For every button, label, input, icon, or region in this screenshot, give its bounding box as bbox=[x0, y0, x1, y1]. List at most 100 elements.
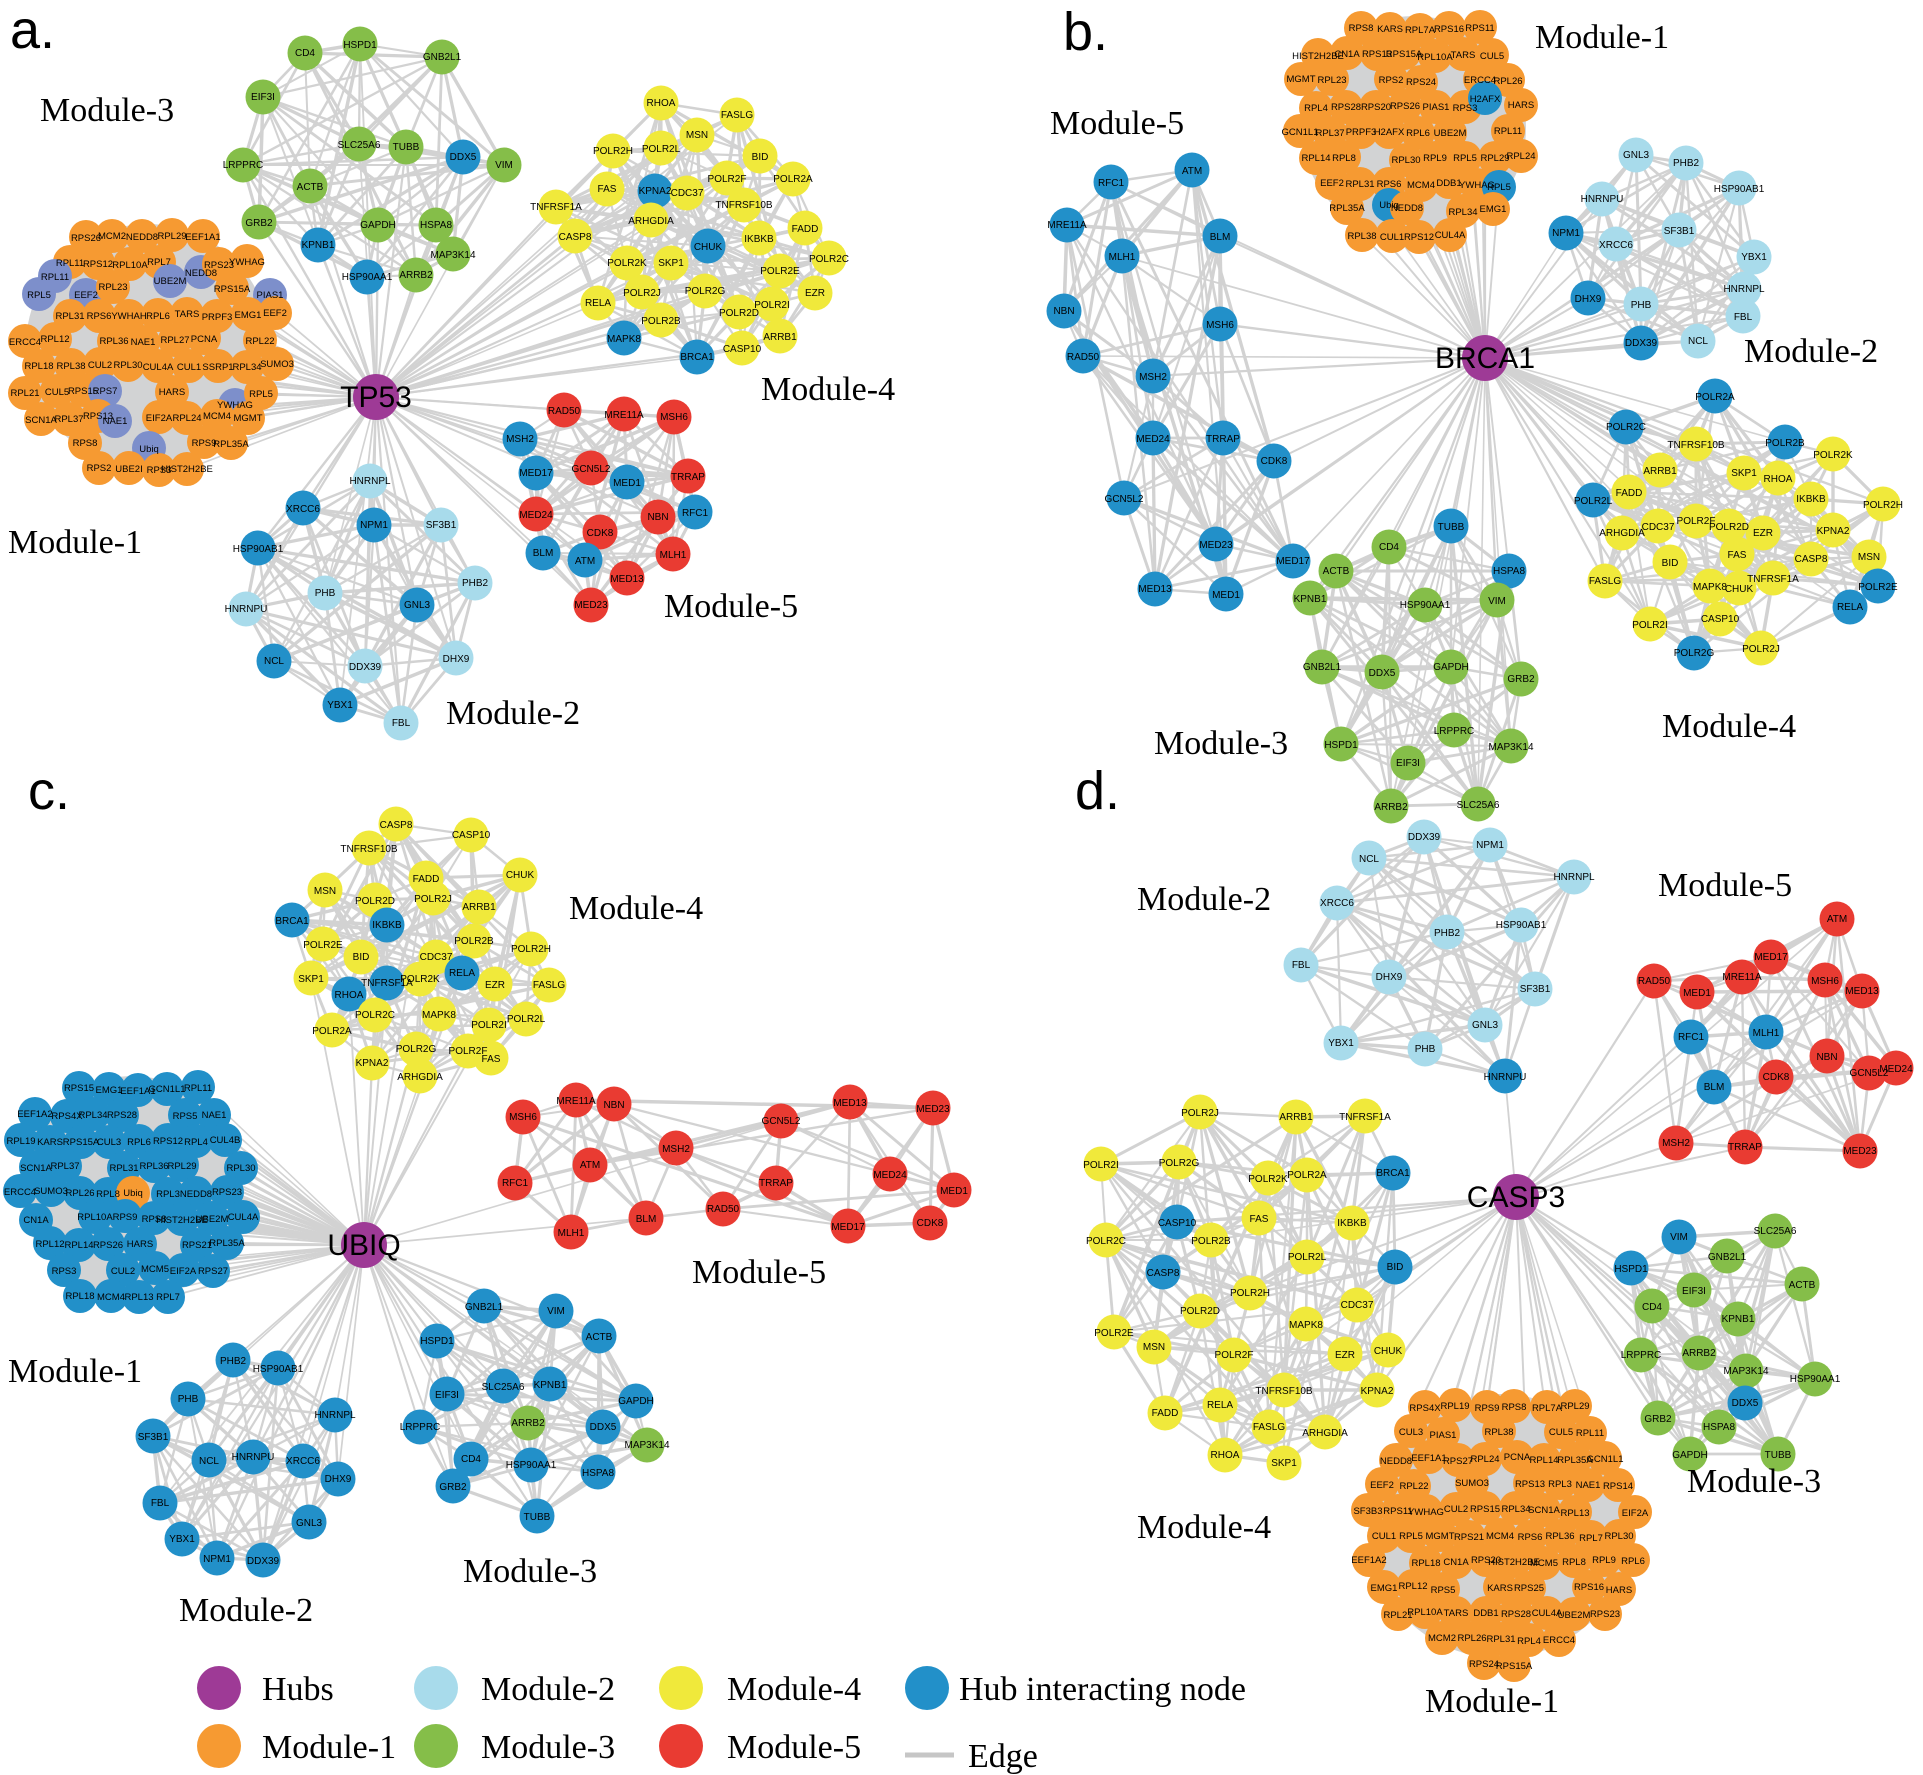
svg-text:SCN1A: SCN1A bbox=[20, 1163, 52, 1174]
svg-text:CUL4A: CUL4A bbox=[228, 1212, 259, 1223]
svg-text:MAPK8: MAPK8 bbox=[607, 334, 641, 345]
svg-text:GAPDH: GAPDH bbox=[618, 1396, 654, 1407]
svg-text:RPL4: RPL4 bbox=[1304, 103, 1328, 114]
svg-text:ARRB2: ARRB2 bbox=[1682, 1348, 1716, 1359]
svg-text:CUL3: CUL3 bbox=[97, 1137, 121, 1148]
svg-text:MED23: MED23 bbox=[574, 600, 608, 611]
svg-text:KARS: KARS bbox=[37, 1137, 63, 1148]
svg-text:CD4: CD4 bbox=[461, 1454, 481, 1465]
svg-text:Module-4: Module-4 bbox=[1137, 1509, 1271, 1546]
svg-text:RPL10A: RPL10A bbox=[1407, 1607, 1443, 1618]
svg-text:ARRB2: ARRB2 bbox=[399, 270, 433, 281]
svg-text:RPL34: RPL34 bbox=[232, 362, 261, 373]
svg-text:RPL37: RPL37 bbox=[1315, 128, 1344, 139]
svg-text:CUL3: CUL3 bbox=[1399, 1427, 1423, 1438]
svg-text:MSN: MSN bbox=[314, 886, 336, 897]
svg-text:TP53: TP53 bbox=[340, 381, 412, 414]
svg-text:CDC37: CDC37 bbox=[1642, 522, 1675, 533]
svg-text:Module-4: Module-4 bbox=[1662, 708, 1796, 745]
svg-text:CDK8: CDK8 bbox=[1763, 1072, 1790, 1083]
svg-text:MRE11A: MRE11A bbox=[604, 410, 644, 421]
svg-text:HSP90AA1: HSP90AA1 bbox=[1790, 1374, 1841, 1385]
svg-text:GNB2L1: GNB2L1 bbox=[1303, 662, 1342, 673]
svg-text:POLR2I: POLR2I bbox=[1083, 1160, 1119, 1171]
svg-text:RFC1: RFC1 bbox=[1098, 178, 1125, 189]
svg-text:CN1A: CN1A bbox=[23, 1215, 49, 1226]
svg-text:HNRNPL: HNRNPL bbox=[314, 1410, 356, 1421]
svg-text:RPS8: RPS8 bbox=[142, 1214, 167, 1225]
svg-text:HARS: HARS bbox=[1508, 100, 1534, 111]
svg-text:EEF2: EEF2 bbox=[74, 290, 98, 301]
svg-text:d.: d. bbox=[1075, 761, 1120, 821]
svg-text:MSN: MSN bbox=[686, 130, 708, 141]
svg-text:POLR2A: POLR2A bbox=[773, 174, 813, 185]
svg-text:SKP1: SKP1 bbox=[1271, 1458, 1297, 1469]
svg-text:PCNA: PCNA bbox=[191, 334, 218, 345]
svg-text:HNRNPU: HNRNPU bbox=[1581, 194, 1624, 205]
svg-text:GAPDH: GAPDH bbox=[1672, 1450, 1708, 1461]
svg-text:UBE2M: UBE2M bbox=[154, 276, 187, 287]
svg-text:RAD50: RAD50 bbox=[548, 406, 581, 417]
svg-text:POLR2K: POLR2K bbox=[1813, 450, 1853, 461]
svg-text:RPL30: RPL30 bbox=[1391, 155, 1420, 166]
svg-text:POLR2C: POLR2C bbox=[355, 1010, 395, 1021]
svg-text:GRB2: GRB2 bbox=[1644, 1414, 1672, 1425]
svg-text:YWHAG: YWHAG bbox=[1459, 180, 1495, 191]
svg-text:RPL38: RPL38 bbox=[1484, 1427, 1513, 1438]
svg-text:UBE2M: UBE2M bbox=[1434, 128, 1467, 139]
svg-text:FADD: FADD bbox=[792, 224, 819, 235]
svg-text:RPS15: RPS15 bbox=[64, 1083, 94, 1094]
svg-text:GNL3: GNL3 bbox=[296, 1518, 323, 1529]
svg-text:Module-2: Module-2 bbox=[1744, 333, 1878, 370]
svg-text:CASP10: CASP10 bbox=[1701, 614, 1740, 625]
svg-text:NPM1: NPM1 bbox=[1552, 228, 1580, 239]
svg-text:RPL11: RPL11 bbox=[41, 272, 69, 283]
svg-text:H2AFX: H2AFX bbox=[1374, 127, 1405, 138]
svg-text:RPL4: RPL4 bbox=[1517, 1636, 1541, 1647]
svg-text:POLR2H: POLR2H bbox=[1230, 1288, 1270, 1299]
svg-text:UBE2M: UBE2M bbox=[196, 1214, 229, 1225]
svg-text:BID: BID bbox=[353, 952, 370, 963]
svg-text:MCM4: MCM4 bbox=[1407, 180, 1435, 191]
svg-text:POLR2C: POLR2C bbox=[809, 254, 849, 265]
svg-text:POLR2E: POLR2E bbox=[1094, 1328, 1134, 1339]
svg-text:RPS28: RPS28 bbox=[1331, 102, 1361, 113]
svg-text:MSH2: MSH2 bbox=[1139, 372, 1167, 383]
svg-text:ARRB1: ARRB1 bbox=[1643, 466, 1677, 477]
svg-text:Module-4: Module-4 bbox=[761, 371, 895, 408]
svg-text:CUL2: CUL2 bbox=[88, 360, 112, 371]
svg-text:KARS: KARS bbox=[1377, 24, 1403, 35]
svg-text:FASLG: FASLG bbox=[533, 980, 565, 991]
svg-text:CASP8: CASP8 bbox=[380, 820, 413, 831]
svg-text:MED1: MED1 bbox=[613, 478, 641, 489]
svg-text:KPNB1: KPNB1 bbox=[302, 240, 335, 251]
svg-text:POLR2B: POLR2B bbox=[641, 316, 681, 327]
svg-text:KPNB1: KPNB1 bbox=[534, 1380, 567, 1391]
svg-text:GRB2: GRB2 bbox=[439, 1482, 467, 1493]
svg-text:DDX39: DDX39 bbox=[349, 662, 382, 673]
svg-text:HSPA8: HSPA8 bbox=[582, 1468, 614, 1479]
svg-text:SCN1A: SCN1A bbox=[1528, 1505, 1560, 1516]
svg-text:RPS4X: RPS4X bbox=[51, 1111, 83, 1122]
svg-text:NEDD8: NEDD8 bbox=[180, 1189, 212, 1200]
svg-text:MED24: MED24 bbox=[1879, 1064, 1913, 1075]
svg-text:TNFRSF1A: TNFRSF1A bbox=[1747, 574, 1799, 585]
svg-text:CUL4A: CUL4A bbox=[143, 362, 174, 373]
svg-text:ARRB1: ARRB1 bbox=[1279, 1112, 1313, 1123]
svg-text:DDB1: DDB1 bbox=[1436, 178, 1461, 189]
svg-text:FASLG: FASLG bbox=[721, 110, 753, 121]
svg-text:ARRB2: ARRB2 bbox=[1374, 802, 1408, 813]
svg-text:RPL4: RPL4 bbox=[184, 1137, 208, 1148]
svg-text:YBX1: YBX1 bbox=[169, 1534, 195, 1545]
svg-text:RPS16: RPS16 bbox=[1574, 1582, 1604, 1593]
svg-text:RPS24: RPS24 bbox=[1406, 77, 1436, 88]
svg-text:RAD50: RAD50 bbox=[1067, 352, 1100, 363]
svg-text:CUL1: CUL1 bbox=[1372, 1531, 1396, 1542]
svg-text:MSH2: MSH2 bbox=[662, 1144, 690, 1155]
svg-text:RPS23: RPS23 bbox=[1590, 1609, 1620, 1620]
svg-text:Ubiq: Ubiq bbox=[139, 444, 159, 455]
svg-text:NPM1: NPM1 bbox=[203, 1554, 231, 1565]
svg-text:HNRNPU: HNRNPU bbox=[232, 1452, 275, 1463]
svg-text:NAE1: NAE1 bbox=[202, 1110, 227, 1121]
svg-text:RPL7: RPL7 bbox=[147, 257, 171, 268]
